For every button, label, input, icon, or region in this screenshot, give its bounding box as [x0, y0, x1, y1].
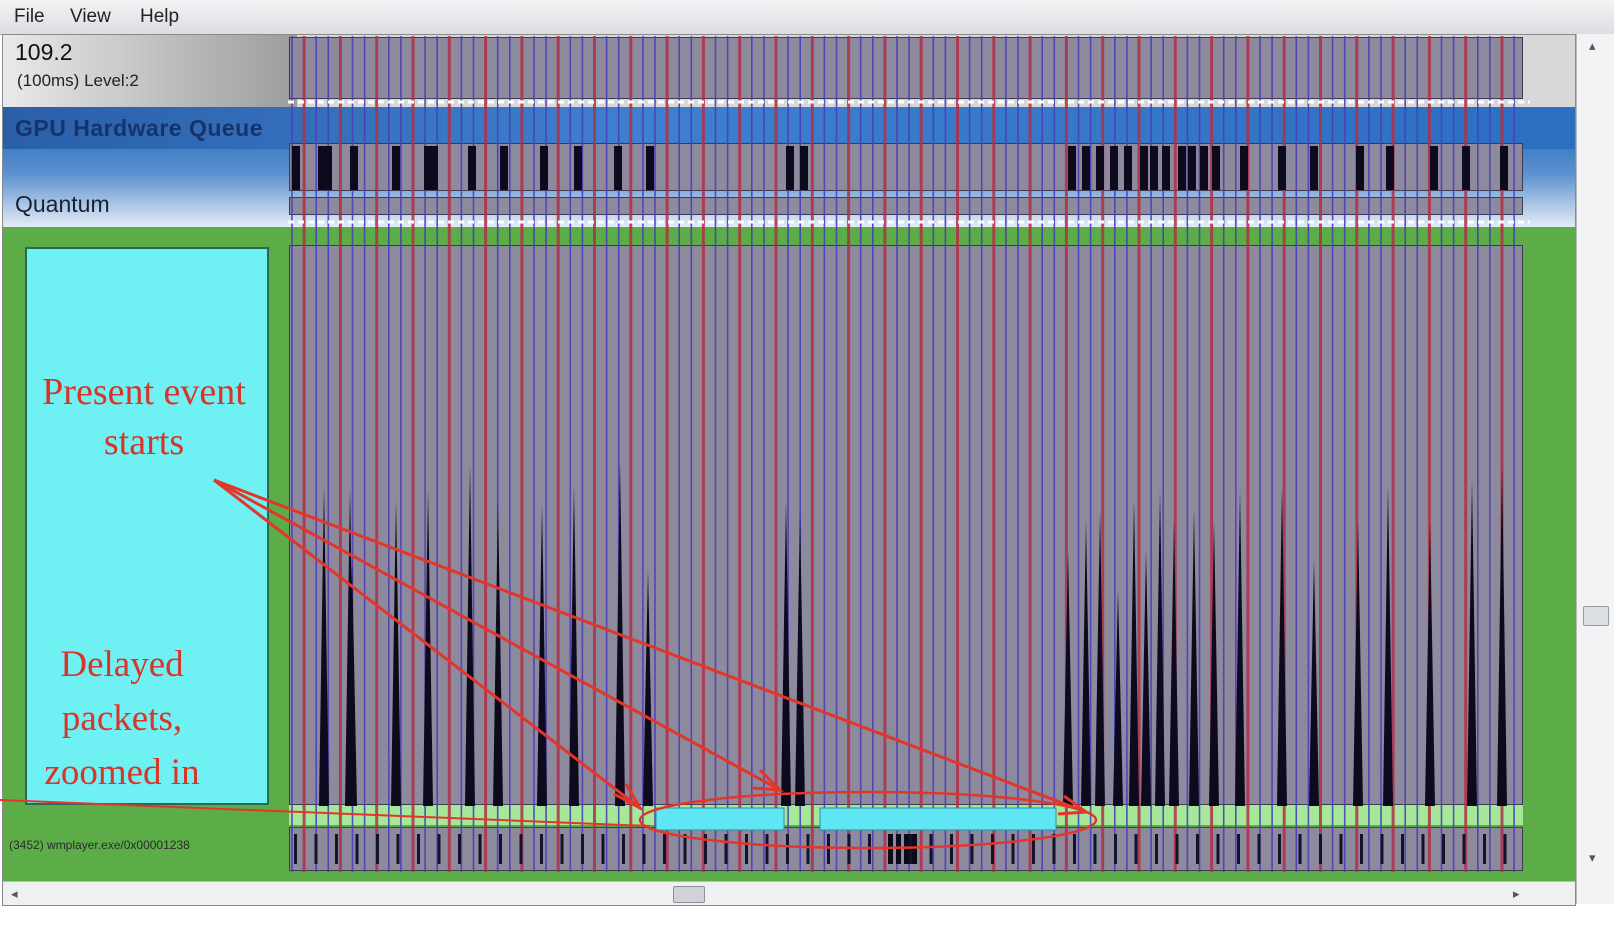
ruler-value: 109.2 [15, 39, 73, 65]
present-annotation-line-2: starts [103, 421, 185, 463]
quantum-label: Quantum [15, 191, 110, 217]
horizontal-scrollbar[interactable]: ◂ ▸ [3, 881, 1575, 905]
process-label: (3452) wmplayer.exe/0x00001238 [9, 838, 190, 852]
menu-file[interactable]: File [14, 6, 45, 27]
gpu-queue-lane[interactable] [289, 143, 1523, 191]
menu-help[interactable]: Help [140, 6, 180, 27]
menu-bar: File View Help [0, 0, 1614, 35]
chevron-right-icon[interactable]: ▸ [1513, 886, 1520, 901]
chevron-down-icon[interactable]: ▾ [1589, 850, 1596, 865]
ruler-track[interactable] [289, 37, 1523, 99]
gpu-queue-title: GPU Hardware Queue [15, 115, 264, 141]
chevron-left-icon[interactable]: ◂ [11, 886, 18, 901]
present-annotation-line-1: Present event [42, 371, 246, 413]
light-strip [289, 805, 1523, 825]
ruler-label-panel: 109.2 (100ms) Level:2 [3, 35, 297, 107]
process-thread-lane[interactable] [289, 827, 1523, 871]
vertical-scrollbar[interactable]: ▴ ▾ [1576, 34, 1614, 904]
vertical-scroll-thumb[interactable] [1583, 606, 1609, 626]
gpu-header-bar [3, 107, 1575, 149]
horizontal-scroll-thumb[interactable] [673, 886, 705, 903]
present-event-annotation: Present event starts [22, 367, 266, 467]
delayed-packets-annotation: Delayed packets, zoomed in [0, 638, 244, 800]
chevron-up-icon[interactable]: ▴ [1589, 38, 1596, 53]
quantum-lane[interactable] [289, 197, 1523, 215]
menu-view[interactable]: View [70, 6, 111, 27]
delayed-annotation-line-1: Delayed [60, 644, 184, 685]
delayed-annotation-line-3: zoomed in [44, 752, 200, 793]
delayed-annotation-line-2: packets, [61, 698, 183, 739]
ruler-sublabel: (100ms) Level:2 [17, 71, 139, 90]
packet-lane[interactable] [289, 245, 1523, 805]
